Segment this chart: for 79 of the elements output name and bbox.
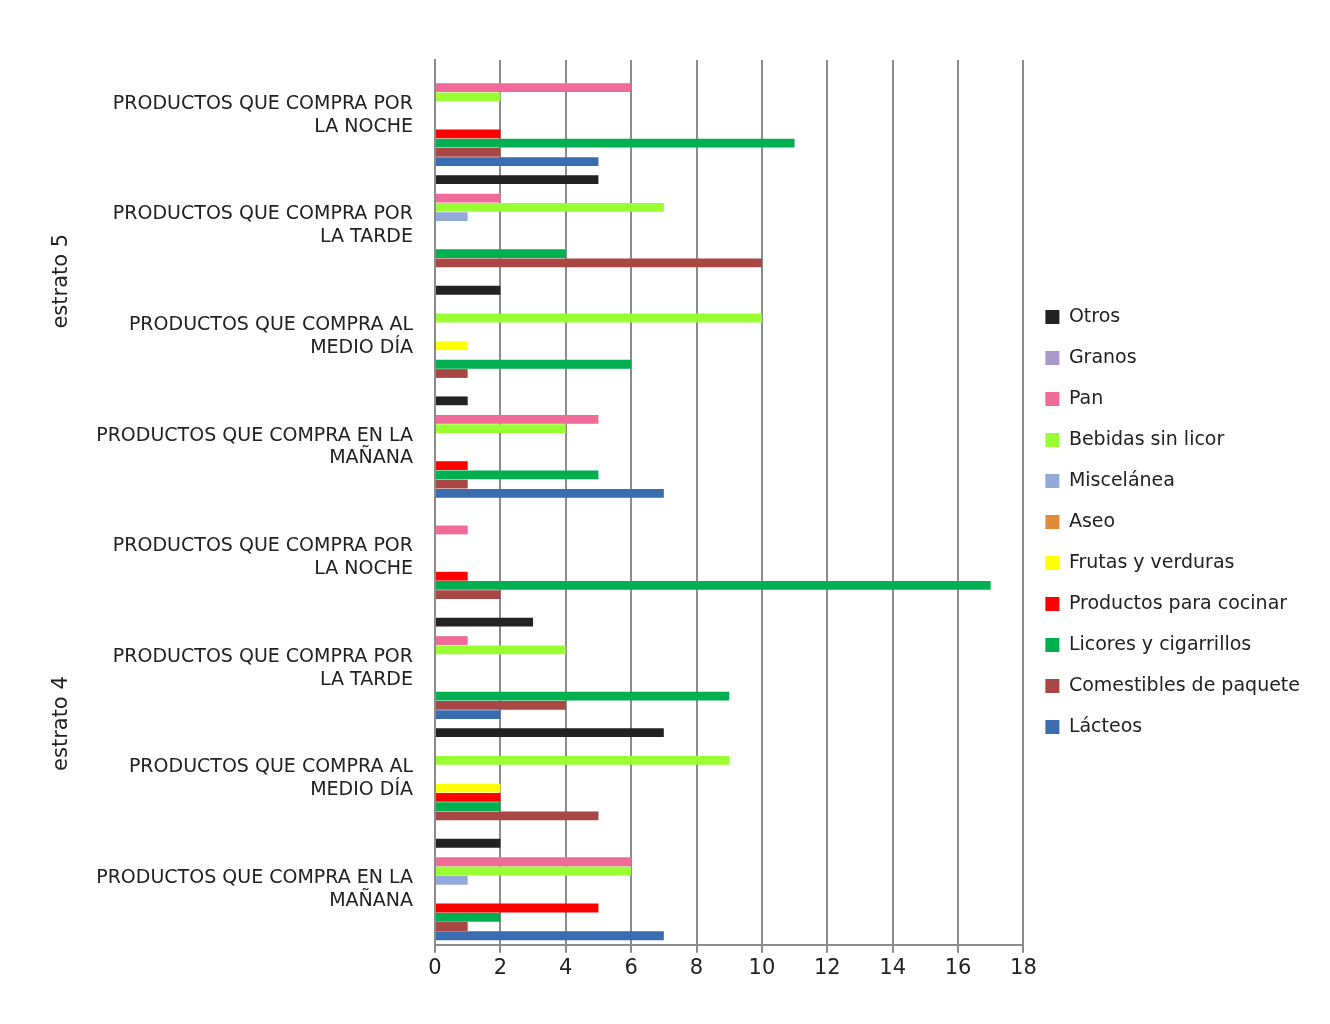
bar [436, 92, 501, 102]
bar [436, 756, 730, 765]
bar [436, 857, 632, 867]
legend-label: Productos para cocinar [1068, 590, 1288, 613]
bar [436, 470, 599, 480]
bar [436, 728, 664, 738]
x-tick-label: 14 [879, 954, 907, 979]
bar [436, 285, 501, 295]
x-tick-label: 12 [813, 954, 841, 979]
bar [436, 793, 501, 802]
bar [436, 590, 501, 600]
bar [436, 636, 468, 645]
legend-label: Pan [1068, 385, 1104, 408]
x-tick-label: 10 [748, 954, 776, 979]
bar [436, 414, 599, 424]
y-tick-label: PRODUCTOS QUE COMPRA EN LA MAÑANA [96, 422, 413, 468]
y-tick-label: PRODUCTOS QUE COMPRA AL MEDIO DÍA [128, 312, 414, 357]
legend-label: Aseo [1068, 508, 1116, 531]
bar [436, 203, 664, 212]
bar [436, 931, 664, 941]
y-tick-label: PRODUCTOS QUE COMPRA POR LA TARDE [112, 643, 413, 689]
bar [436, 811, 599, 821]
bar [436, 617, 534, 627]
y-tick-label: PRODUCTOS QUE COMPRA POR LA TARDE [112, 201, 413, 247]
y-tick-label: PRODUCTOS QUE COMPRA POR LA NOCHE [112, 90, 413, 136]
bar [436, 912, 501, 922]
bar [436, 369, 468, 378]
x-tick-label: 8 [689, 954, 704, 979]
text: estrato 4 [48, 676, 73, 771]
bar [436, 424, 566, 433]
y-tick-label: PRODUCTOS QUE COMPRA POR LA NOCHE [112, 533, 413, 579]
bar [436, 838, 501, 848]
bar [436, 461, 468, 470]
bar [436, 525, 468, 535]
bar [436, 129, 501, 139]
bar [436, 175, 599, 185]
bar [436, 212, 468, 222]
x-tick-label: 18 [1010, 954, 1037, 979]
x-tick-label: 6 [624, 954, 638, 979]
legend-label: Otros [1068, 303, 1121, 326]
bar [436, 700, 566, 710]
legend-label: Lácteos [1068, 713, 1143, 736]
x-tick-label: 2 [493, 954, 508, 979]
bar [436, 710, 501, 719]
legend-label: Licores y cigarrillos [1068, 631, 1252, 654]
legend-label: Granos [1068, 344, 1137, 367]
legend-label: Frutas y verduras [1068, 549, 1235, 572]
bar [436, 645, 566, 655]
bar [436, 866, 632, 876]
bar [436, 157, 599, 166]
x-tick-label: 4 [559, 954, 573, 979]
text: estrato 5 [48, 233, 73, 329]
bar [436, 83, 632, 92]
bar [436, 396, 468, 406]
y-tick-label: PRODUCTOS QUE COMPRA AL MEDIO DÍA [128, 754, 414, 800]
legend-label: Bebidas sin licor [1068, 426, 1225, 449]
x-tick-label: 16 [944, 954, 972, 979]
bar [436, 571, 468, 581]
bar [436, 783, 501, 793]
x-tick-label: 0 [428, 954, 442, 979]
bar [436, 802, 501, 812]
bar [436, 903, 599, 913]
bar [436, 922, 468, 931]
bar [436, 581, 991, 590]
bar [436, 359, 632, 369]
bar [436, 147, 501, 157]
bar [436, 249, 566, 259]
bar [436, 258, 762, 268]
bar [436, 875, 468, 885]
bar [436, 479, 468, 489]
bar [436, 313, 762, 323]
bar [436, 691, 730, 701]
bar [436, 488, 664, 498]
bar [436, 193, 501, 203]
bar [436, 341, 468, 351]
bar [436, 138, 795, 148]
legend-label: Comestibles de paquete [1068, 672, 1300, 695]
legend-label: Miscelánea [1068, 467, 1175, 490]
y-tick-label: PRODUCTOS QUE COMPRA EN LA MAÑANA [96, 865, 413, 910]
